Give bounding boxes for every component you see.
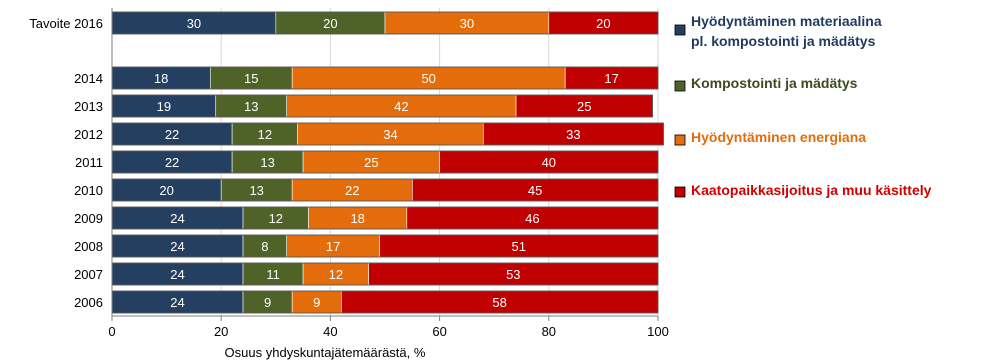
data-label-3-3: 33 [566,127,580,142]
data-label-2-1: 13 [244,99,258,114]
legend-label-2-0: Hyödyntäminen energiana [691,129,866,145]
x-tick-label-100: 100 [647,324,669,339]
data-label-2-0: 19 [157,99,171,114]
legend-label-0-1: pl. kompostointi ja mädätys [691,33,876,49]
data-label-7-2: 17 [326,239,340,254]
x-tick-label-40: 40 [323,324,337,339]
category-label-9: 2006 [74,295,103,310]
x-tick-label-80: 80 [542,324,556,339]
data-label-9-0: 24 [170,295,184,310]
data-label-7-3: 51 [512,239,526,254]
legend-swatch-1 [674,80,686,92]
data-label-2-2: 42 [394,99,408,114]
data-label-1-3: 17 [604,71,618,86]
x-axis-title: Osuus yhdyskuntajätemäärästä, % [225,345,426,360]
data-label-6-3: 46 [525,211,539,226]
legend-swatch-0 [674,24,686,36]
legend: Hyödyntäminen materiaalina pl. kompostoin… [674,13,932,198]
axes [111,8,659,321]
x-tick-label-20: 20 [214,324,228,339]
data-label-9-1: 9 [264,295,271,310]
category-label-5: 2010 [74,183,103,198]
category-label-3: 2012 [74,127,103,142]
data-label-0-3: 20 [596,16,610,31]
data-label-1-2: 50 [421,71,435,86]
data-label-0-0: 30 [187,16,201,31]
data-label-5-1: 13 [249,183,263,198]
data-label-5-3: 45 [528,183,542,198]
data-label-4-1: 13 [260,155,274,170]
legend-label-1-0: Kompostointi ja mädätys [691,75,858,91]
category-label-7: 2008 [74,239,103,254]
data-label-3-0: 22 [165,127,179,142]
legend-swatch-2 [674,134,686,146]
legend-label-0-0: Hyödyntäminen materiaalina [691,13,882,29]
data-label-0-1: 20 [323,16,337,31]
category-label-0: Tavoite 2016 [29,16,103,31]
data-label-8-0: 24 [170,267,184,282]
data-label-9-3: 58 [492,295,506,310]
category-label-1: 2014 [74,71,103,86]
category-label-8: 2007 [74,267,103,282]
data-label-3-1: 12 [258,127,272,142]
data-label-0-2: 30 [460,16,474,31]
data-label-4-0: 22 [165,155,179,170]
data-label-1-0: 18 [154,71,168,86]
data-label-8-1: 11 [266,267,280,282]
data-label-8-2: 12 [329,267,343,282]
data-label-7-1: 8 [261,239,268,254]
data-label-7-0: 24 [170,239,184,254]
x-tick-label-0: 0 [108,324,115,339]
data-label-9-2: 9 [313,295,320,310]
legend-label-3-0: Kaatopaikkasijoitus ja muu käsittely [691,182,932,198]
data-label-6-1: 12 [269,211,283,226]
x-tick-label-60: 60 [432,324,446,339]
category-label-2: 2013 [74,99,103,114]
data-label-5-0: 20 [159,183,173,198]
data-label-5-2: 22 [345,183,359,198]
data-label-2-3: 25 [577,99,591,114]
data-label-6-0: 24 [170,211,184,226]
category-labels: Tavoite 2016 2014 2013 2012 2011 2010 2009 2008… [29,16,103,310]
data-label-4-2: 25 [364,155,378,170]
data-label-6-2: 18 [350,211,364,226]
data-label-1-1: 15 [244,71,258,86]
tick-labels: 0 20 40 60 80 100 [108,324,668,339]
legend-swatch-3 [674,186,686,198]
bars: 30 20 30 20 18 15 50 17 19 13 42 25 22 12 34 33 22 13 25 40… [111,11,664,314]
category-label-6: 2009 [74,211,103,226]
data-label-8-3: 53 [506,267,520,282]
category-label-4: 2011 [75,155,103,170]
data-label-4-3: 40 [542,155,556,170]
data-label-3-2: 34 [383,127,397,142]
